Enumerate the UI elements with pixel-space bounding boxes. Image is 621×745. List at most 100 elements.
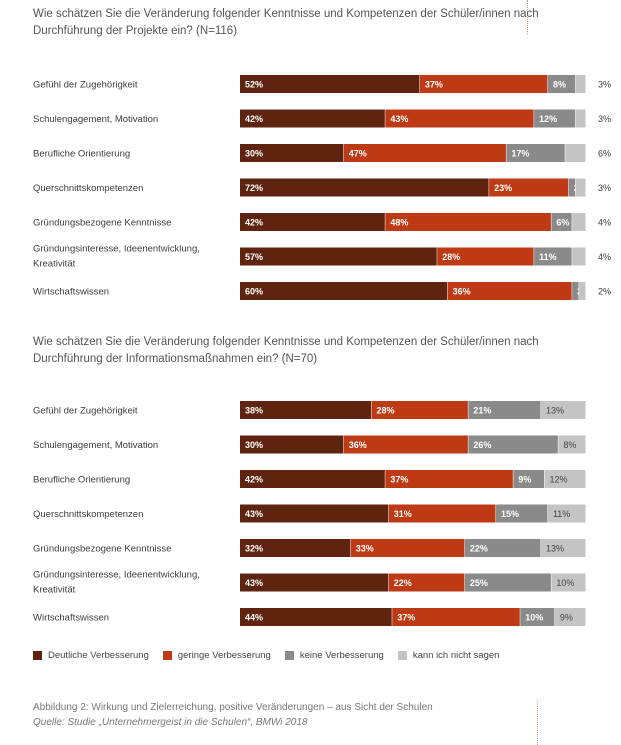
data-label-kann: 11% <box>553 509 570 519</box>
legend-item-gering: geringe Verbesserung <box>162 650 271 661</box>
bar-segment-gering <box>388 504 496 523</box>
caption-line: Abbildung 2: Wirkung und Zielerreichung,… <box>33 702 433 713</box>
bar-segment-deutlich <box>240 144 344 162</box>
figure-caption: Abbildung 2: Wirkung und Zielerreichung,… <box>33 700 433 730</box>
data-label-kann: 9% <box>560 613 573 623</box>
bar-segment-kann <box>575 109 586 128</box>
data-label-deutlich: 42% <box>245 218 263 228</box>
bar-segment-deutlich <box>240 470 385 488</box>
bar-segment-keine <box>547 75 576 93</box>
bar-segment-gering <box>392 608 520 626</box>
legend-item-keine: keine Verbesserung <box>284 650 384 661</box>
decorative-divider-top <box>527 0 528 34</box>
legend-label-gering: geringe Verbesserung <box>177 650 271 661</box>
data-label-keine: 9% <box>518 475 531 485</box>
data-label-deutlich: 44% <box>245 613 263 623</box>
bar-segment-deutlich <box>240 282 448 300</box>
bar-segment-deutlich <box>240 178 489 197</box>
data-label-gering: 37% <box>390 475 408 485</box>
data-label-gering: 36% <box>453 287 471 297</box>
bar-segment-kann <box>565 144 586 162</box>
bar-segment-keine <box>496 504 548 523</box>
bar-segment-gering <box>388 573 465 592</box>
bar-segment-keine <box>534 247 572 266</box>
category-label: Schulengagement, Motivation <box>33 114 158 125</box>
legend: Deutliche Verbesserung geringe Verbesser… <box>33 650 499 661</box>
data-label-deutlich: 42% <box>245 114 263 124</box>
legend-item-deutlich: Deutliche Verbesserung <box>33 650 149 661</box>
bar-segment-keine <box>551 213 572 231</box>
bar-segment-kann <box>575 75 586 93</box>
data-label-gering: 22% <box>394 578 412 588</box>
data-label-deutlich: 32% <box>245 544 263 554</box>
legend-swatch-deutlich <box>33 651 42 660</box>
bar-segment-kann <box>541 539 586 557</box>
bar-segment-kann <box>572 247 586 266</box>
data-label-keine: 17% <box>511 149 529 159</box>
bar-segment-deutlich <box>240 109 385 128</box>
bar-segment-deutlich <box>240 435 344 454</box>
chart-1-title: Wie schätzen Sie die Veränderung folgend… <box>33 8 539 37</box>
bar-segment-kann <box>541 401 586 419</box>
legend-swatch-kann <box>397 651 407 660</box>
data-label-gering: 47% <box>349 149 367 159</box>
bar-segment-deutlich <box>240 608 392 626</box>
bar-segment-keine <box>464 539 541 557</box>
data-label-gering: 28% <box>376 406 394 416</box>
data-label-gering: 48% <box>390 218 408 228</box>
data-label-deutlich: 30% <box>245 149 263 159</box>
data-label-kann: 3% <box>598 114 611 124</box>
legend-label-deutlich: Deutliche Verbesserung <box>48 650 149 661</box>
decorative-divider-bottom <box>537 700 538 745</box>
bar-segment-gering <box>419 75 548 93</box>
chart-2-title: Wie schätzen Sie die Veränderung folgend… <box>33 336 539 365</box>
bar-segment-deutlich <box>240 401 371 419</box>
legend-swatch-gering <box>162 651 172 660</box>
category-label: Schulengagement, Motivation <box>33 440 158 451</box>
bar-segment-kann <box>558 435 586 454</box>
data-label-kann: 13% <box>546 544 564 554</box>
data-label-keine: 26% <box>473 440 491 450</box>
data-label-kann: 10% <box>556 578 574 588</box>
data-label-deutlich: 42% <box>245 475 263 485</box>
bar-segment-keine <box>572 282 579 300</box>
bar-segment-kann <box>551 573 586 592</box>
bar-segment-kann <box>544 470 586 488</box>
category-label: Wirtschaftswissen <box>33 287 109 298</box>
data-label-kann: 8% <box>563 440 576 450</box>
bar-segment-keine <box>464 573 551 592</box>
category-label: Wirtschaftswissen <box>33 613 109 624</box>
data-label-kann: 4% <box>598 218 611 228</box>
legend-label-kann: kann ich nicht sagen <box>412 650 500 661</box>
data-label-keine: 8% <box>553 80 566 90</box>
data-label-gering: 36% <box>349 440 367 450</box>
bar-segment-gering <box>385 109 534 128</box>
data-label-gering: 37% <box>397 613 415 623</box>
legend-label-keine: keine Verbesserung <box>299 650 384 661</box>
bar-segment-gering <box>371 401 468 419</box>
data-label-deutlich: 43% <box>245 509 263 519</box>
category-label: Gefühl der Zugehörigkeit <box>33 80 138 91</box>
data-label-deutlich: 60% <box>245 287 263 297</box>
bar-segment-gering <box>489 178 569 197</box>
bar-segment-deutlich <box>240 213 385 231</box>
category-label: Gründungsinteresse, Ideenentwicklung, Kre… <box>33 244 200 270</box>
bar-segment-keine <box>513 470 544 488</box>
data-label-deutlich: 52% <box>245 80 263 90</box>
bar-segment-gering <box>385 213 551 231</box>
category-label: Gefühl der Zugehörigkeit <box>33 406 138 417</box>
data-label-kann: 6% <box>598 149 611 159</box>
data-label-kann: 13% <box>546 406 564 416</box>
data-label-deutlich: 30% <box>245 440 263 450</box>
data-label-keine: 11% <box>539 252 557 262</box>
bar-segment-deutlich <box>240 573 389 592</box>
data-label-gering: 37% <box>425 80 443 90</box>
data-label-gering: 28% <box>442 252 460 262</box>
category-label: Querschnittskompetenzen <box>33 509 143 520</box>
bar-segment-kann <box>572 213 586 231</box>
data-label-keine: 6% <box>556 218 569 228</box>
bar-segment-keine <box>506 144 565 162</box>
chart-1-stacked-bars: Gefühl der Zugehörigkeit 52% 37% 8% 3% Schule… <box>33 75 611 300</box>
bar-segment-keine <box>468 435 558 454</box>
bar-segment-keine <box>468 401 541 419</box>
